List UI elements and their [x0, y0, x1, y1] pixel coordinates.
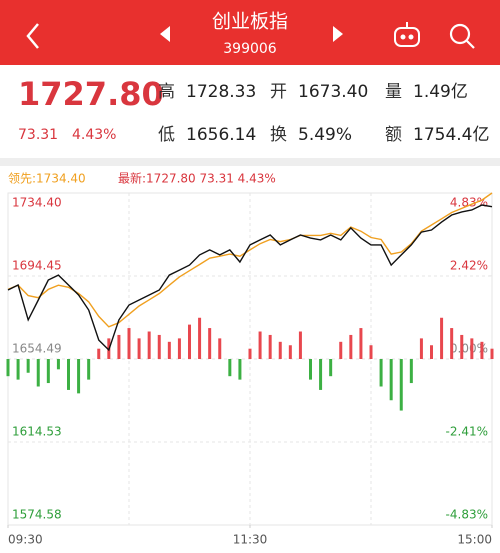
- stat-label: 高: [158, 82, 175, 102]
- volume-bar: [278, 341, 282, 359]
- volume-bar: [77, 359, 81, 394]
- stat-value: 1656.14: [186, 125, 256, 145]
- y-tick-label: 1614.53: [12, 425, 62, 439]
- x-tick-label: 11:30: [233, 533, 268, 547]
- volume-bar: [369, 345, 373, 359]
- volume-bar: [147, 331, 151, 359]
- volume-bar: [399, 359, 403, 411]
- volume-bar: [389, 359, 393, 401]
- volume-bar: [379, 359, 383, 387]
- volume-bar: [6, 359, 10, 377]
- search-icon[interactable]: [449, 23, 475, 49]
- stat-value: 1754.4亿: [413, 125, 489, 145]
- x-tick-label: 15:00: [457, 533, 492, 547]
- volume-bar: [56, 359, 60, 370]
- volume-bar: [137, 338, 141, 359]
- volume-bar: [319, 359, 323, 390]
- stat-value: 1.49亿: [413, 82, 468, 102]
- stat-value: 1728.33: [186, 82, 256, 102]
- prev-button[interactable]: [160, 26, 170, 42]
- volume-bar: [298, 331, 302, 359]
- y-tick-label: 1694.45: [12, 258, 62, 272]
- index-code: 399006: [223, 41, 277, 57]
- volume-bar: [238, 359, 242, 380]
- y2-tick-label: 4.83%: [450, 196, 488, 210]
- volume-bar: [36, 359, 40, 387]
- volume-bar: [16, 359, 20, 380]
- y2-tick-label: -4.83%: [446, 508, 488, 522]
- volume-bar: [419, 338, 423, 359]
- stat-label: 额: [385, 125, 402, 145]
- price-line: [7, 204, 493, 352]
- volume-bar: [46, 359, 50, 384]
- header-bar: [0, 0, 500, 65]
- volume-bar: [430, 345, 433, 359]
- volume-bar: [490, 348, 494, 359]
- legend-lead: 领先:1734.40: [8, 172, 86, 186]
- back-button[interactable]: [26, 23, 39, 49]
- volume-bar: [288, 345, 292, 359]
- y-tick-label: 1734.40: [12, 196, 62, 210]
- volume-bar: [157, 334, 161, 359]
- y-tick-label: 1654.49: [12, 342, 62, 356]
- change-pct: 4.43%: [72, 127, 116, 143]
- volume-bar: [218, 338, 222, 359]
- volume-bar: [188, 324, 191, 359]
- volume-bar: [258, 331, 262, 359]
- change: 73.31: [18, 127, 58, 143]
- time-grid: [128, 193, 372, 525]
- stat-label: 低: [158, 125, 175, 145]
- stat-value: 1673.40: [298, 82, 368, 102]
- stat-label: 量: [385, 82, 402, 102]
- volume-bar: [470, 338, 474, 359]
- volume-bar: [450, 328, 454, 359]
- volume-bar: [349, 334, 353, 359]
- volume-bar: [339, 341, 343, 359]
- divider: [0, 158, 500, 166]
- volume-bar: [460, 334, 464, 359]
- volume-bar: [198, 317, 202, 359]
- volume-bar: [268, 334, 272, 359]
- last-price: 1727.80: [18, 75, 164, 113]
- y-tick-label: 1574.58: [12, 508, 62, 522]
- stat-label: 开: [270, 82, 287, 102]
- volume-bar: [26, 359, 30, 373]
- legend-latest: 最新:1727.80 73.31 4.43%: [118, 171, 276, 186]
- volume-bar: [67, 359, 70, 390]
- volume-bar: [167, 341, 171, 359]
- volume-bar: [208, 328, 212, 359]
- volume-bar: [87, 359, 91, 380]
- volume-bar: [329, 359, 333, 377]
- index-title: 创业板指: [212, 11, 288, 33]
- volume-bar: [97, 348, 101, 359]
- robot-icon[interactable]: [394, 22, 420, 47]
- volume-bar: [117, 334, 121, 359]
- volume-bar: [480, 341, 484, 359]
- volume-bar: [228, 359, 232, 377]
- volume-bar: [309, 359, 312, 380]
- x-tick-label: 09:30: [8, 533, 43, 547]
- volume-bar: [248, 348, 252, 359]
- next-button[interactable]: [333, 26, 343, 42]
- chart-layer: 1734.40 1694.45 1654.49 1614.53 1574.58 4.83%…: [6, 192, 494, 547]
- volume-bar: [359, 328, 363, 359]
- volume-bar: [440, 317, 444, 359]
- volume-bar: [127, 328, 131, 359]
- y2-tick-label: -2.41%: [446, 424, 488, 438]
- volume-bar: [177, 338, 181, 359]
- stat-value: 5.49%: [298, 125, 352, 145]
- stat-label: 换: [270, 125, 287, 145]
- price-line: [7, 192, 493, 328]
- y2-tick-label: 2.42%: [450, 258, 488, 272]
- volume-bar: [409, 359, 413, 384]
- y2-tick-label: 0.00%: [450, 342, 488, 356]
